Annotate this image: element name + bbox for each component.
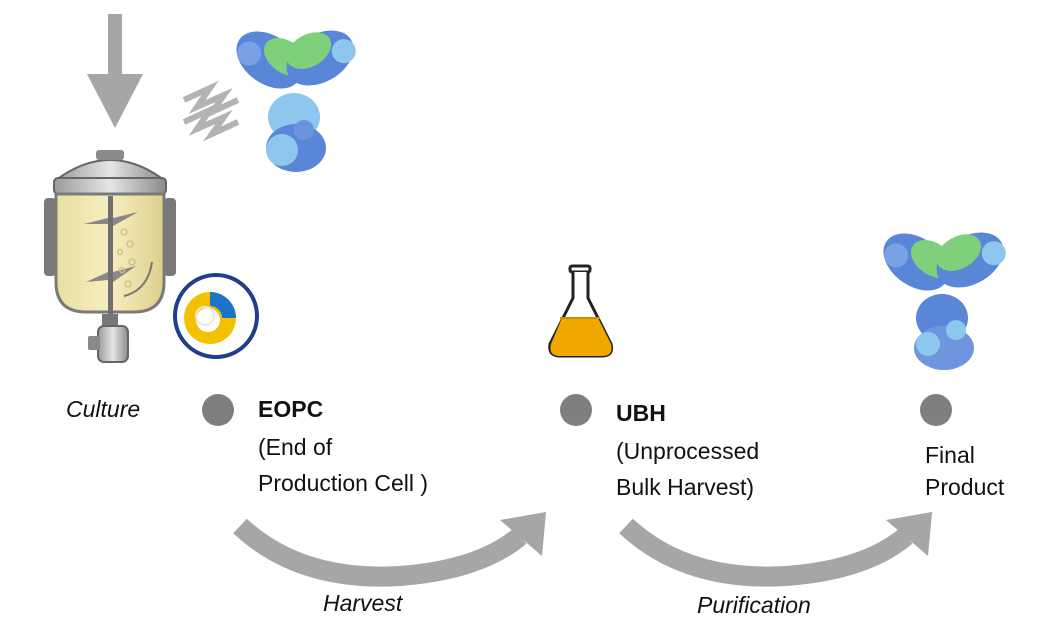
stage-desc-final-line2: Product	[925, 474, 1005, 500]
down-arrow-icon	[87, 14, 143, 128]
antibody-icon	[236, 30, 356, 172]
stage-desc-ubh-line1: (Unprocessed	[616, 438, 760, 464]
secretion-arrows-icon	[182, 80, 240, 142]
antibody-icon	[883, 232, 1006, 370]
stage-desc-ubh-line2: Bulk Harvest)	[616, 474, 755, 500]
stage-dot-ubh	[560, 394, 592, 426]
harvest-arrow-icon	[233, 512, 546, 587]
stage-code-ubh: UBH	[616, 400, 666, 426]
stage-desc-eopc-line1: (End of	[258, 434, 333, 460]
stage-desc-final-line1: Final	[925, 442, 975, 468]
stage-dot-final	[920, 394, 952, 426]
stage-label-culture: Culture	[66, 396, 141, 422]
stage-dot-eopc	[202, 394, 234, 426]
transition-label-purification: Purification	[697, 592, 811, 618]
transition-label-harvest: Harvest	[323, 590, 403, 616]
cell-icon	[173, 273, 259, 359]
flask-icon	[548, 264, 614, 358]
stage-desc-eopc-line2: Production Cell )	[258, 470, 429, 496]
bioreactor-icon	[44, 150, 176, 363]
purification-arrow-icon	[619, 512, 932, 587]
stage-code-eopc: EOPC	[258, 396, 324, 422]
